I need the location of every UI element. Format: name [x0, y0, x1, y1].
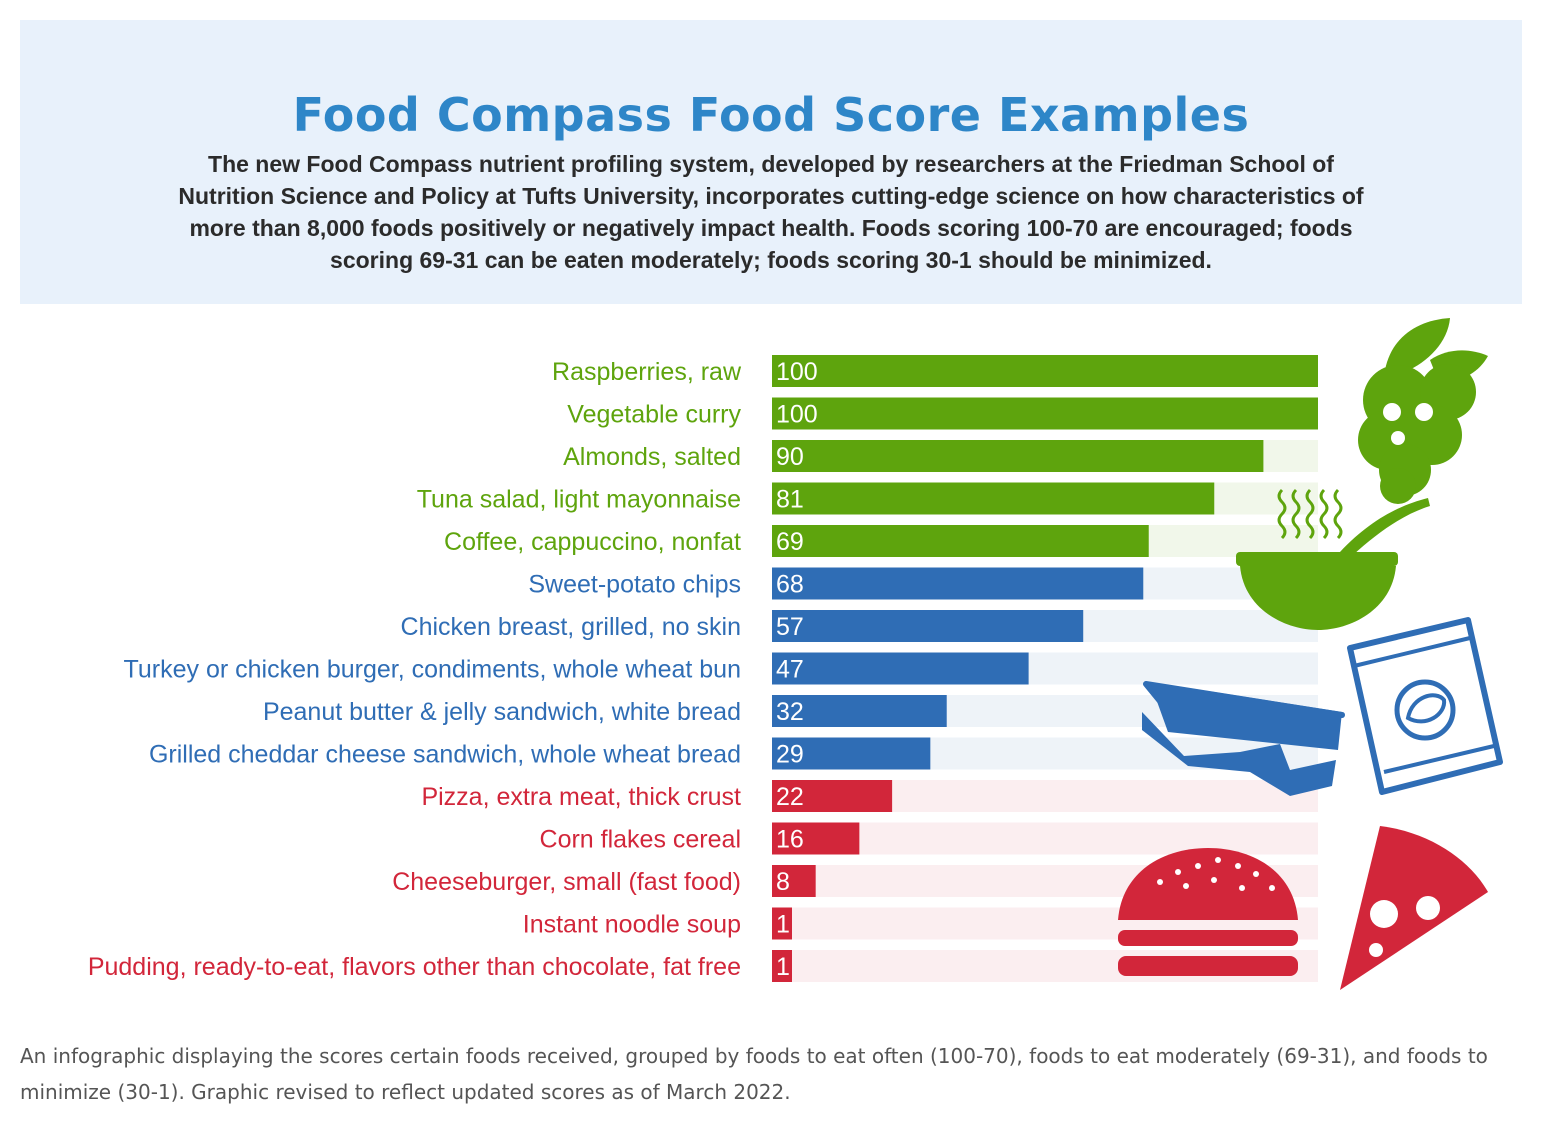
figure-caption: An infographic displaying the scores cer… — [20, 1044, 1488, 1104]
soup-bowl — [1236, 498, 1430, 630]
sandwich-icon — [1142, 681, 1345, 796]
bar-value-label: 1 — [776, 953, 790, 981]
category-label: Instant noodle soup — [523, 911, 741, 939]
bar — [772, 440, 1264, 472]
category-label: Pizza, extra meat, thick crust — [421, 783, 741, 811]
category-label: Grilled cheddar cheese sandwich, whole w… — [149, 741, 741, 769]
bar — [772, 652, 1029, 685]
bar — [772, 567, 1144, 600]
bar — [772, 525, 1149, 557]
chart-subtitle: The new Food Compass nutrient profiling … — [178, 151, 1364, 273]
burger-icon — [1118, 848, 1298, 976]
bar-value-label: 22 — [776, 783, 804, 811]
bar-value-label: 81 — [776, 486, 804, 514]
bar — [772, 950, 792, 982]
category-label: Vegetable curry — [567, 401, 741, 429]
category-label: Peanut butter & jelly sandwich, white br… — [263, 698, 741, 726]
bar — [772, 780, 893, 812]
bar — [772, 482, 1215, 515]
category-label: Pudding, ready-to-eat, flavors other tha… — [88, 953, 741, 981]
category-label: Coffee, cappuccino, nonfat — [444, 528, 741, 556]
bar-value-label: 16 — [776, 826, 804, 854]
bar — [772, 610, 1084, 642]
category-label: Sweet-potato chips — [528, 571, 741, 599]
bar — [772, 355, 1318, 387]
grapes-icon — [1358, 318, 1488, 504]
bar-value-label: 57 — [776, 613, 804, 641]
category-label: Chicken breast, grilled, no skin — [401, 613, 741, 641]
soup-bowl-icon — [1277, 488, 1343, 540]
bar-value-label: 47 — [776, 656, 804, 684]
category-label: Turkey or chicken burger, condiments, wh… — [124, 656, 741, 684]
bar — [772, 695, 947, 727]
chart-title: Food Compass Food Score Examples — [292, 88, 1250, 142]
bar — [772, 737, 931, 770]
bar-value-label: 90 — [776, 443, 804, 471]
bar-value-label: 69 — [776, 528, 804, 556]
bar — [772, 865, 816, 897]
bar-chart: 100 Raspberries, raw 100 Vegetable curry 90 A… — [88, 318, 1503, 990]
bar-value-label: 100 — [776, 358, 818, 386]
bars-layer: 100 Raspberries, raw 100 Vegetable curry 90 A… — [88, 355, 1318, 982]
pizza-slice-icon — [1340, 826, 1488, 990]
bar-value-label: 29 — [776, 741, 804, 769]
bar-value-label: 32 — [776, 698, 804, 726]
category-label: Corn flakes cereal — [540, 826, 741, 854]
bar — [772, 397, 1318, 430]
category-label: Cheeseburger, small (fast food) — [392, 868, 741, 896]
chips-bag-icon — [1347, 617, 1503, 795]
header-panel: Food Compass Food Score Examples The new… — [20, 20, 1522, 304]
bar-value-label: 100 — [776, 401, 818, 429]
bar — [772, 822, 860, 855]
category-label: Tuna salad, light mayonnaise — [417, 486, 741, 514]
category-label: Almonds, salted — [563, 443, 741, 471]
category-label: Raspberries, raw — [552, 358, 742, 386]
bar-track — [772, 822, 1318, 855]
bar-value-label: 8 — [776, 868, 790, 896]
bar — [772, 907, 792, 940]
bar-value-label: 68 — [776, 571, 804, 599]
bar-value-label: 1 — [776, 911, 790, 939]
